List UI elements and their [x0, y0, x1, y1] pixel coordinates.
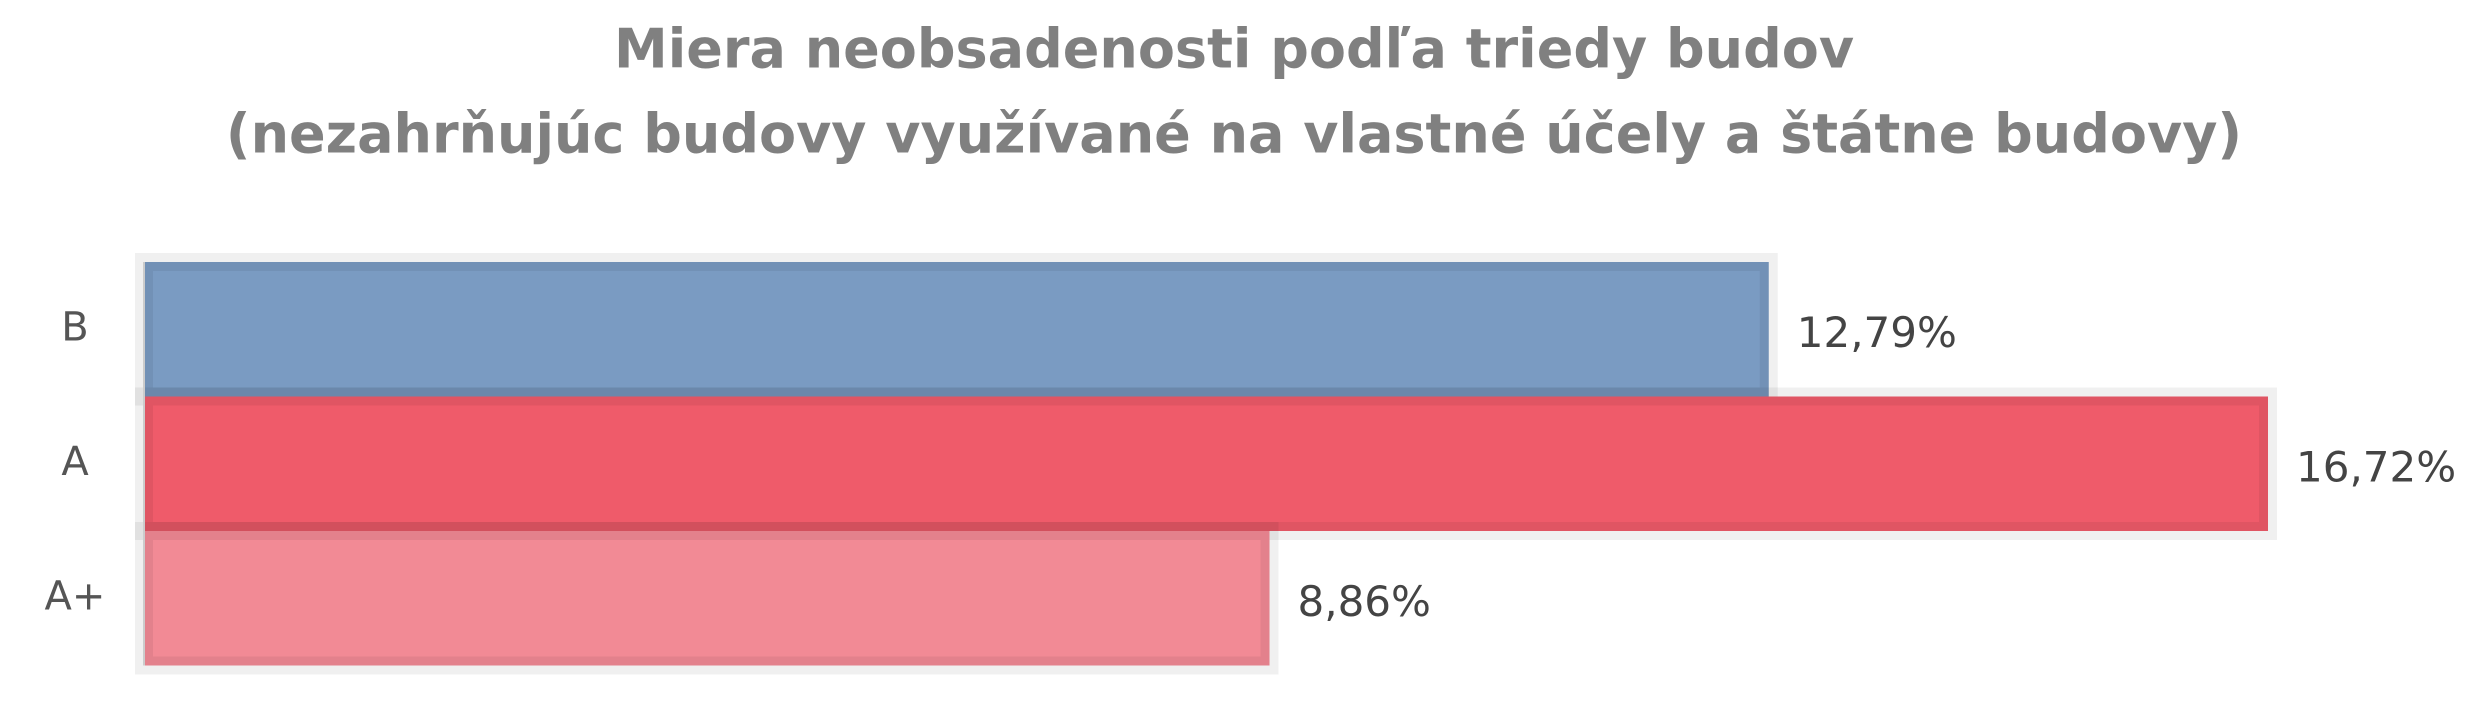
value-label: 12,79% [1797, 308, 1957, 357]
value-label: 16,72% [2296, 442, 2456, 491]
bar [135, 522, 1279, 675]
category-label: A+ [45, 573, 106, 619]
category-label: A [61, 439, 89, 485]
category-label: B [61, 304, 88, 350]
chart-title: Miera neobsadenosti podľa triedy budov [614, 18, 1854, 81]
bar [135, 387, 2277, 540]
bar [135, 253, 1778, 406]
value-label: 8,86% [1298, 577, 1431, 626]
chart-subtitle: (nezahrňujúc budovy využívané na vlastné… [226, 103, 2242, 166]
